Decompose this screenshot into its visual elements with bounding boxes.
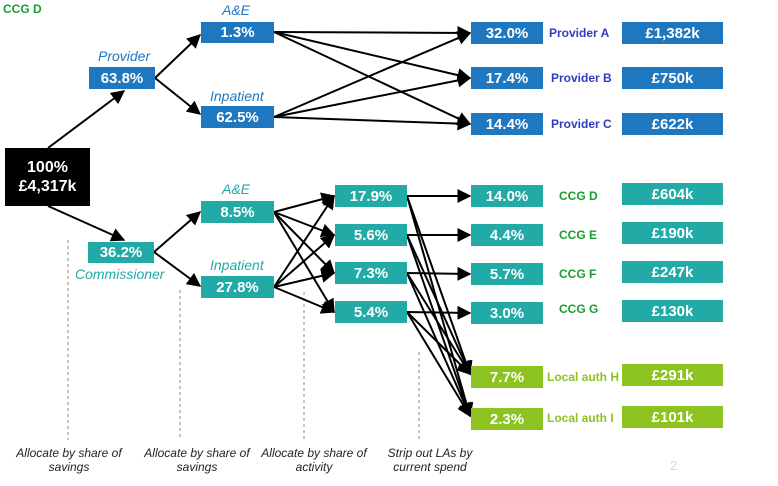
page-number: 2 xyxy=(670,458,678,473)
ccg-e-amount: £190k xyxy=(622,222,723,244)
arrow-activity-la-h-3 xyxy=(406,311,471,375)
arrow-provider-ae xyxy=(154,34,202,79)
commissioner-ae-box: 8.5% xyxy=(201,201,274,223)
provider-a-amount: £1,382k xyxy=(622,22,723,44)
provider-a-name: Provider A xyxy=(549,26,610,40)
footnote-2: Allocate by share of savings xyxy=(144,446,250,474)
footnote-4: Strip out LAs by current spend xyxy=(387,446,473,474)
provider-inpatient-box: 62.5% xyxy=(201,106,274,128)
provider-c-name: Provider C xyxy=(551,117,612,131)
local-auth-h-name: Local auth H xyxy=(547,370,620,384)
arrow-activity-ccg-3 xyxy=(406,305,472,320)
arrow-provider-split-0-1 xyxy=(273,31,472,82)
provider-c-amount: £622k xyxy=(622,113,723,135)
commissioner-inpatient-box: 27.8% xyxy=(201,276,274,298)
arrow-activity-split-1-2 xyxy=(273,269,336,288)
local-auth-h-pct: 7.7% xyxy=(471,366,543,388)
provider-inpatient-label: Inpatient xyxy=(210,88,264,104)
activity-box-4: 5.4% xyxy=(335,301,407,323)
ccg-f-amount: £247k xyxy=(622,261,723,283)
arrow-activity-la-i-2 xyxy=(406,272,472,418)
arrow-activity-split-1-1 xyxy=(273,234,336,288)
ccg-f-pct: 5.7% xyxy=(471,263,543,285)
local-auth-i-amount: £101k xyxy=(622,406,723,428)
arrow-provider-split-0-2 xyxy=(273,31,472,125)
arrow-root-provider xyxy=(47,90,126,149)
local-auth-i-pct: 2.3% xyxy=(471,408,543,430)
provider-share-box: 63.8% xyxy=(89,67,155,89)
commissioner-share-box: 36.2% xyxy=(88,242,154,263)
ccg-d-pct: 14.0% xyxy=(471,185,543,207)
footnote-3: Allocate by share of activity xyxy=(261,446,367,474)
provider-a-pct: 32.0% xyxy=(471,22,543,44)
commissioner-ae-label: A&E xyxy=(222,181,251,197)
total-box: 100% £4,317k xyxy=(5,148,90,206)
ccg-d-amount: £604k xyxy=(622,183,723,205)
ccg-f-name: CCG F xyxy=(559,267,597,281)
provider-b-pct: 17.4% xyxy=(471,67,543,89)
ccg-g-pct: 3.0% xyxy=(471,302,543,324)
arrow-activity-la-i-1 xyxy=(406,234,473,418)
arrow-activity-la-h-0 xyxy=(406,195,473,376)
ccg-d-name: CCG D xyxy=(559,189,598,203)
total-percent: 100% xyxy=(27,159,68,176)
activity-box-3: 7.3% xyxy=(335,262,407,284)
provider-label: Provider xyxy=(98,48,151,64)
arrow-activity-split-1-0 xyxy=(273,194,335,288)
provider-ae-box: 1.3% xyxy=(201,22,274,43)
provider-c-pct: 14.4% xyxy=(471,113,543,135)
total-amount: £4,317k xyxy=(18,178,77,195)
ccg-e-name: CCG E xyxy=(559,228,598,242)
activity-box-1: 17.9% xyxy=(335,185,407,207)
arrow-commissioner-ae xyxy=(153,211,202,253)
arrow-provider-inpatient xyxy=(154,77,202,115)
footnote-1: Allocate by share of savings xyxy=(16,446,122,474)
arrow-activity-la-h-2 xyxy=(406,272,471,376)
arrow-provider-split-0-0 xyxy=(273,25,472,40)
arrow-provider-split-1-1 xyxy=(273,73,472,118)
ccg-g-amount: £130k xyxy=(622,300,723,322)
provider-b-amount: £750k xyxy=(622,67,723,89)
arrow-activity-la-h-1 xyxy=(406,234,472,376)
ccg-g-name: CCG G xyxy=(559,302,599,316)
provider-ae-label: A&E xyxy=(222,2,251,18)
arrow-activity-split-0-1 xyxy=(273,211,336,238)
provider-b-name: Provider B xyxy=(551,71,612,85)
arrow-activity-la-i-3 xyxy=(406,311,471,418)
commissioner-inpatient-label: Inpatient xyxy=(210,257,264,273)
commissioner-label: Commissioner xyxy=(75,266,165,282)
arrow-commissioner-inpatient xyxy=(153,251,202,287)
page-title: CCG D xyxy=(3,2,42,16)
arrow-provider-split-1-0 xyxy=(273,31,472,118)
arrow-provider-split-1-2 xyxy=(273,116,472,131)
ccg-e-pct: 4.4% xyxy=(471,224,543,246)
local-auth-h-amount: £291k xyxy=(622,364,723,386)
arrow-activity-split-1-3 xyxy=(273,286,336,314)
arrow-activity-ccg-2 xyxy=(406,266,472,281)
local-auth-i-name: Local auth I xyxy=(547,411,614,425)
activity-box-2: 5.6% xyxy=(335,224,407,246)
arrow-root-commissioner xyxy=(47,205,126,242)
